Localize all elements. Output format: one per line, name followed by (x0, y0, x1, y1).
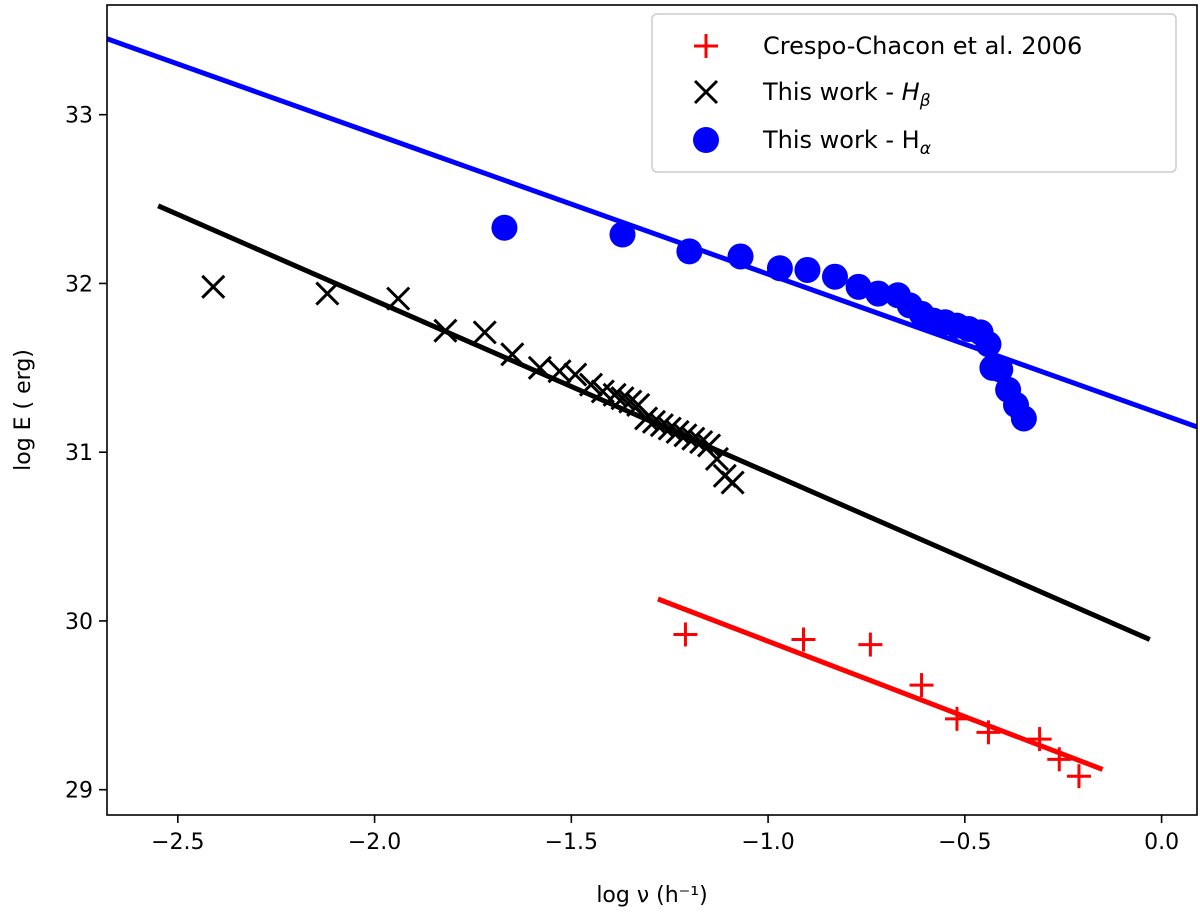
y-tick-label: 31 (65, 441, 93, 466)
legend-marker-halpha (693, 127, 719, 153)
legend-circle-icon (693, 127, 719, 153)
point-halpha (676, 238, 703, 265)
point-hbeta (649, 413, 674, 438)
point-crespo (791, 627, 816, 652)
point-hbeta (641, 409, 667, 434)
point-halpha (609, 221, 636, 248)
point-halpha (821, 263, 848, 290)
point-hbeta (563, 362, 588, 387)
legend-label-halpha-text: This work - H (762, 126, 920, 154)
point-hbeta (547, 359, 572, 384)
y-axis-ticks: 29 30 31 32 33 (65, 104, 107, 804)
point-hbeta (634, 406, 659, 431)
legend-label-hbeta-sub: β (919, 91, 931, 111)
point-hbeta (720, 470, 745, 495)
point-crespo (1027, 727, 1052, 752)
point-hbeta (315, 281, 340, 306)
point-crespo (673, 622, 698, 647)
data-markers (201, 214, 1091, 789)
point-hbeta (657, 416, 682, 441)
x-tick-label: −0.5 (938, 830, 991, 855)
legend-label-hbeta-text: This work - (762, 78, 902, 106)
point-halpha (1010, 405, 1037, 432)
point-hbeta (665, 419, 690, 444)
legend-label-hbeta-symbol: H (902, 78, 920, 106)
point-crespo (1047, 747, 1072, 772)
legend-marker-crespo (694, 34, 718, 58)
fit-line-halpha (107, 36, 1197, 430)
x-tick-label: −1.0 (741, 830, 794, 855)
legend-label-halpha-sub: α (920, 139, 931, 159)
legend-box (651, 13, 1177, 173)
legend-label-hbeta: This work - Hβ (762, 78, 931, 111)
point-hbeta (386, 286, 411, 311)
point-hbeta (610, 386, 635, 411)
point-crespo (976, 720, 1001, 745)
legend-label-crespo: Crespo-Chacon et al. 2006 (763, 32, 1082, 60)
y-tick-label: 33 (65, 104, 93, 129)
x-axis-ticks: −2.5 −2.0 −1.5 −1.0 −0.5 0.0 (151, 815, 1179, 855)
legend-marker-hbeta (693, 79, 719, 105)
point-hbeta (696, 433, 722, 458)
x-axis-label: log ν (h⁻¹) (596, 883, 707, 908)
point-hbeta (578, 372, 604, 397)
point-halpha (491, 214, 518, 241)
x-tick-label: −1.5 (545, 830, 598, 855)
point-crespo (858, 632, 883, 657)
point-halpha (766, 255, 793, 282)
point-hbeta (433, 318, 458, 343)
legend: Crespo-Chacon et al. 2006 This work - Hβ… (651, 13, 1177, 173)
point-hbeta (201, 274, 226, 299)
point-hbeta (500, 342, 525, 367)
point-halpha (975, 331, 1002, 358)
y-axis-label: log E ( erg) (11, 349, 36, 471)
x-tick-label: −2.0 (348, 830, 401, 855)
point-crespo (944, 706, 969, 731)
point-crespo (909, 673, 934, 698)
y-tick-label: 30 (65, 610, 93, 635)
legend-plus-icon (694, 34, 718, 58)
y-tick-label: 29 (65, 779, 93, 804)
point-halpha (794, 256, 821, 283)
fit-line-crespo (657, 596, 1104, 772)
point-hbeta (673, 423, 698, 448)
legend-label-halpha: This work - Hα (762, 126, 931, 159)
y-tick-label: 32 (65, 272, 93, 297)
plot-frame (106, 4, 1198, 816)
legend-cross-icon (693, 79, 719, 105)
point-halpha (987, 356, 1014, 383)
point-hbeta (602, 382, 627, 407)
point-crespo (1066, 764, 1091, 789)
point-hbeta (527, 355, 552, 380)
x-tick-label: −2.5 (151, 830, 204, 855)
point-halpha (845, 273, 872, 300)
point-halpha (727, 243, 754, 270)
point-hbeta (472, 320, 497, 345)
point-hbeta (681, 426, 706, 451)
x-tick-label: 0.0 (1144, 830, 1179, 855)
point-halpha (865, 280, 892, 307)
point-hbeta (704, 446, 729, 471)
